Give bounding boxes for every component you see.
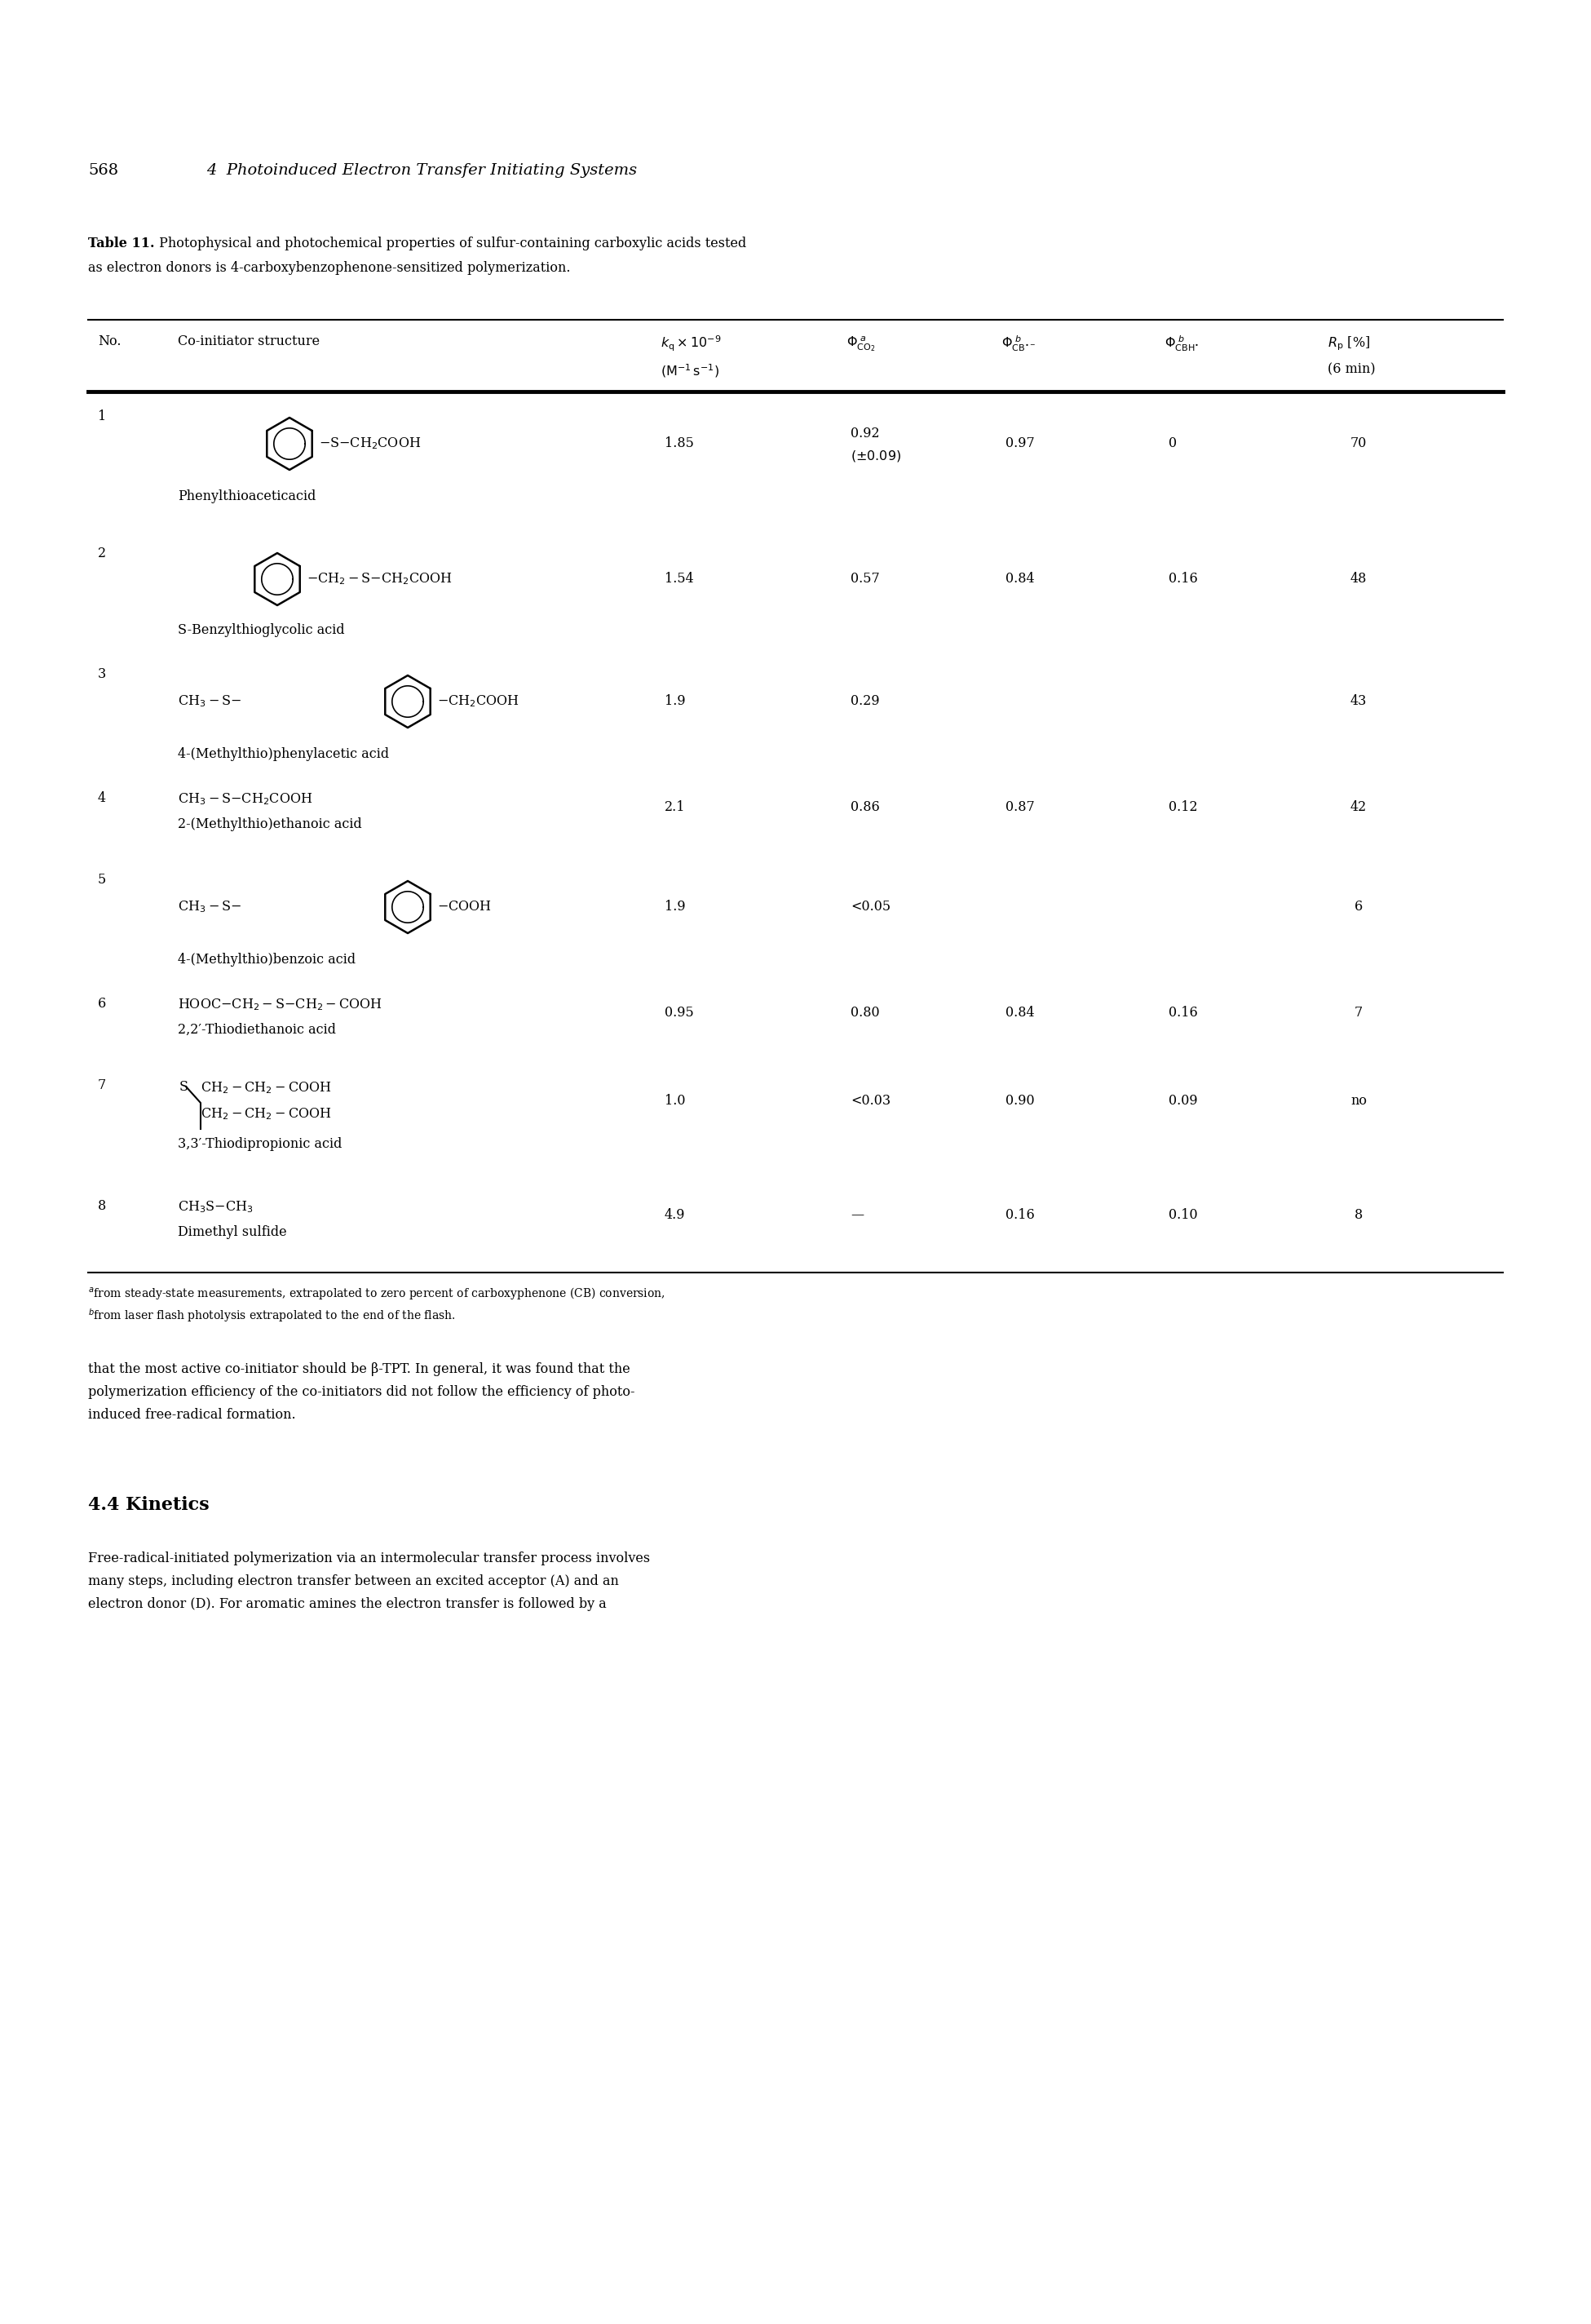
Text: 8: 8 xyxy=(99,1199,107,1213)
Text: that the most active co-initiator should be β-TPT. In general, it was found that: that the most active co-initiator should… xyxy=(88,1362,630,1376)
Text: $(\pm 0.09)$: $(\pm 0.09)$ xyxy=(851,449,901,462)
Text: 2-(Methylthio)ethanoic acid: 2-(Methylthio)ethanoic acid xyxy=(178,818,361,832)
Text: 4.4 Kinetics: 4.4 Kinetics xyxy=(88,1497,210,1513)
Text: Photophysical and photochemical properties of sulfur-containing carboxylic acids: Photophysical and photochemical properti… xyxy=(154,237,746,251)
Text: 4-(Methylthio)phenylacetic acid: 4-(Methylthio)phenylacetic acid xyxy=(178,748,390,760)
Text: $-$S$-$CH$_2$COOH: $-$S$-$CH$_2$COOH xyxy=(318,437,422,451)
Text: 0.86: 0.86 xyxy=(851,802,880,813)
Text: 7: 7 xyxy=(1354,1006,1363,1020)
Text: electron donor (D). For aromatic amines the electron transfer is followed by a: electron donor (D). For aromatic amines … xyxy=(88,1597,606,1611)
Text: 0.87: 0.87 xyxy=(1006,802,1034,813)
Text: —: — xyxy=(851,1208,864,1222)
Text: 1: 1 xyxy=(99,409,107,423)
Text: 1.54: 1.54 xyxy=(665,572,694,586)
Text: 8: 8 xyxy=(1354,1208,1363,1222)
Text: 1.0: 1.0 xyxy=(665,1095,686,1109)
Text: 0.29: 0.29 xyxy=(851,695,880,709)
Text: 0.10: 0.10 xyxy=(1168,1208,1198,1222)
Text: 0.90: 0.90 xyxy=(1006,1095,1034,1109)
Text: 0.09: 0.09 xyxy=(1168,1095,1198,1109)
Text: $-$CH$_2-$S$-$CH$_2$COOH: $-$CH$_2-$S$-$CH$_2$COOH xyxy=(307,572,452,586)
Text: CH$_3-$S$-$CH$_2$COOH: CH$_3-$S$-$CH$_2$COOH xyxy=(178,790,313,806)
Text: 4: 4 xyxy=(99,790,107,804)
Text: CH$_3-$S$-$: CH$_3-$S$-$ xyxy=(178,899,242,916)
Text: 1.9: 1.9 xyxy=(665,899,686,913)
Text: HOOC$-$CH$_2-$S$-$CH$_2-$COOH: HOOC$-$CH$_2-$S$-$CH$_2-$COOH xyxy=(178,997,382,1011)
Text: Table 11.: Table 11. xyxy=(88,237,154,251)
Text: 3,3′-Thiodipropionic acid: 3,3′-Thiodipropionic acid xyxy=(178,1136,342,1150)
Text: No.: No. xyxy=(99,335,121,349)
Text: 2.1: 2.1 xyxy=(665,802,686,813)
Text: $({\rm M}^{-1}\,{\rm s}^{-1})$: $({\rm M}^{-1}\,{\rm s}^{-1})$ xyxy=(660,363,719,379)
Text: CH$_3$S$-$CH$_3$: CH$_3$S$-$CH$_3$ xyxy=(178,1199,253,1215)
Text: S: S xyxy=(180,1081,188,1095)
Text: induced free-radical formation.: induced free-radical formation. xyxy=(88,1408,296,1422)
Text: CH$_3-$S$-$: CH$_3-$S$-$ xyxy=(178,695,242,709)
Text: 70: 70 xyxy=(1351,437,1367,451)
Text: 0: 0 xyxy=(1168,437,1177,451)
Text: 1.85: 1.85 xyxy=(665,437,694,451)
Text: 5: 5 xyxy=(99,874,107,888)
Text: 2,2′-Thiodiethanoic acid: 2,2′-Thiodiethanoic acid xyxy=(178,1023,336,1037)
Text: $R_{\rm p}$ [%]: $R_{\rm p}$ [%] xyxy=(1327,335,1370,351)
Text: Phenylthioaceticacid: Phenylthioaceticacid xyxy=(178,490,317,504)
Text: 0.12: 0.12 xyxy=(1168,802,1198,813)
Text: Free-radical-initiated polymerization via an intermolecular transfer process inv: Free-radical-initiated polymerization vi… xyxy=(88,1552,651,1566)
Text: 0.16: 0.16 xyxy=(1168,572,1198,586)
Text: 4-(Methylthio)benzoic acid: 4-(Methylthio)benzoic acid xyxy=(178,953,356,967)
Text: 0.97: 0.97 xyxy=(1006,437,1034,451)
Text: 42: 42 xyxy=(1351,802,1367,813)
Text: 3: 3 xyxy=(99,667,107,681)
Text: 2: 2 xyxy=(99,546,107,560)
Text: 0.80: 0.80 xyxy=(851,1006,880,1020)
Text: 0.95: 0.95 xyxy=(665,1006,694,1020)
Text: no: no xyxy=(1351,1095,1367,1109)
Text: Co-initiator structure: Co-initiator structure xyxy=(178,335,320,349)
Text: many steps, including electron transfer between an excited acceptor (A) and an: many steps, including electron transfer … xyxy=(88,1573,619,1587)
Text: 6: 6 xyxy=(99,997,107,1011)
Text: 4.9: 4.9 xyxy=(665,1208,686,1222)
Text: <0.03: <0.03 xyxy=(851,1095,891,1109)
Text: 568: 568 xyxy=(88,163,118,179)
Text: $^b$from laser flash photolysis extrapolated to the end of the flash.: $^b$from laser flash photolysis extrapol… xyxy=(88,1306,455,1325)
Text: $\Phi_{{\rm CBH}^{\bullet}}^{\ b}$: $\Phi_{{\rm CBH}^{\bullet}}^{\ b}$ xyxy=(1165,335,1200,353)
Text: CH$_2-$CH$_2-$COOH: CH$_2-$CH$_2-$COOH xyxy=(200,1106,331,1122)
Text: 0.16: 0.16 xyxy=(1006,1208,1034,1222)
Text: as electron donors is 4-carboxybenzophenone-sensitized polymerization.: as electron donors is 4-carboxybenzophen… xyxy=(88,260,571,274)
Text: $-$CH$_2$COOH: $-$CH$_2$COOH xyxy=(438,695,519,709)
Text: 0.16: 0.16 xyxy=(1168,1006,1198,1020)
Text: CH$_2-$CH$_2-$COOH: CH$_2-$CH$_2-$COOH xyxy=(200,1081,331,1095)
Text: polymerization efficiency of the co-initiators did not follow the efficiency of : polymerization efficiency of the co-init… xyxy=(88,1385,635,1399)
Text: (6 min): (6 min) xyxy=(1327,363,1375,376)
Text: 43: 43 xyxy=(1351,695,1367,709)
Text: 1.9: 1.9 xyxy=(665,695,686,709)
Text: 0.84: 0.84 xyxy=(1006,572,1034,586)
Text: $k_{\rm q} \times 10^{-9}$: $k_{\rm q} \times 10^{-9}$ xyxy=(660,335,721,353)
Text: $-$COOH: $-$COOH xyxy=(438,899,492,913)
Text: <0.05: <0.05 xyxy=(851,899,891,913)
Text: $\Phi_{{\rm CB}^{\bullet -}}^{\ b}$: $\Phi_{{\rm CB}^{\bullet -}}^{\ b}$ xyxy=(1001,335,1036,353)
Text: 48: 48 xyxy=(1351,572,1367,586)
Text: Dimethyl sulfide: Dimethyl sulfide xyxy=(178,1225,286,1239)
Text: 0.57: 0.57 xyxy=(851,572,880,586)
Text: S-Benzylthioglycolic acid: S-Benzylthioglycolic acid xyxy=(178,623,345,637)
Text: 6: 6 xyxy=(1354,899,1363,913)
Text: 0.92: 0.92 xyxy=(851,425,880,439)
Text: 0.84: 0.84 xyxy=(1006,1006,1034,1020)
Text: $\Phi_{{\rm CO}_2}^{\ a}$: $\Phi_{{\rm CO}_2}^{\ a}$ xyxy=(846,335,875,353)
Text: 7: 7 xyxy=(99,1078,107,1092)
Text: 4  Photoinduced Electron Transfer Initiating Systems: 4 Photoinduced Electron Transfer Initiat… xyxy=(207,163,636,179)
Text: $^a$from steady-state measurements, extrapolated to zero percent of carboxypheno: $^a$from steady-state measurements, extr… xyxy=(88,1285,665,1301)
